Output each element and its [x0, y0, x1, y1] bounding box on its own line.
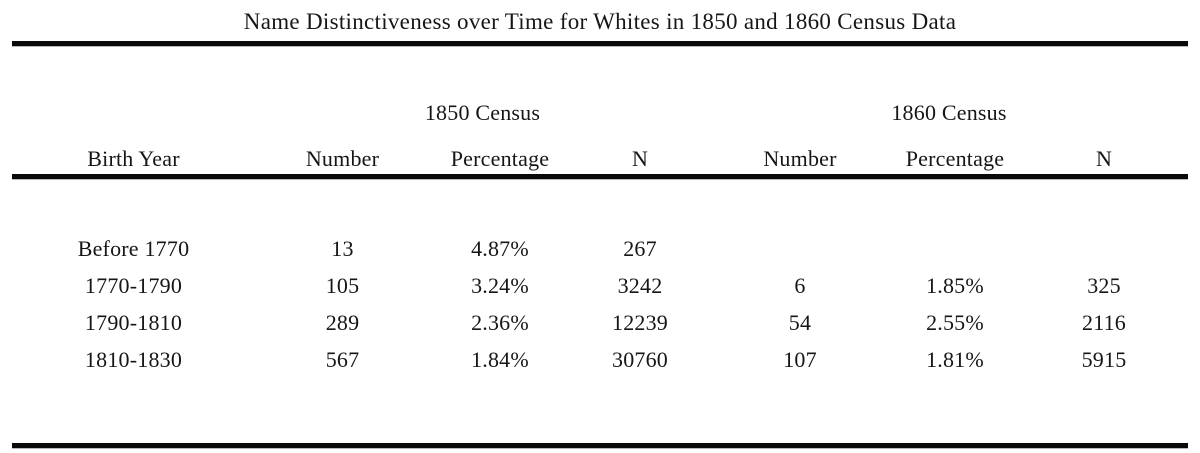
cell-1860-n	[1020, 179, 1188, 267]
cell-birth-year: 1790-1810	[84, 309, 183, 335]
bottom-rule	[12, 443, 1188, 448]
group-header-1850-census: 1850 Census	[424, 100, 541, 125]
cell-1860-number	[710, 179, 890, 267]
column-header-1860-percentage: Percentage	[905, 146, 1005, 171]
cell-1850-number: 567	[325, 346, 360, 372]
cell-1850-n: 267	[623, 235, 657, 261]
table-header: 1850 Census 1860 Census Birth Year Numbe…	[12, 46, 1188, 174]
cell-birth-year: Before 1770	[77, 235, 190, 261]
cell-1860-percentage	[890, 179, 1020, 267]
cell-1850-n: 3242	[617, 272, 663, 298]
table-row: 1790-1810 289 2.36% 12239 54 2.55% 2116	[12, 304, 1188, 341]
cell-birth-year: 1810-1830	[84, 346, 183, 372]
table-title: Name Distinctiveness over Time for White…	[243, 9, 957, 34]
cell-1860-percentage: 2.55%	[926, 309, 984, 335]
column-header-1850-n: N	[631, 146, 649, 171]
column-header-birth-year: Birth Year	[87, 146, 180, 171]
cell-1860-percentage: 1.81%	[926, 346, 984, 372]
cell-1850-percentage: 4.87%	[471, 235, 529, 261]
cell-1860-number: 6	[794, 272, 806, 298]
cell-1860-number: 54	[788, 309, 812, 335]
column-header-1860-number: Number	[763, 146, 837, 171]
column-header-1850-number: Number	[305, 146, 380, 171]
table-body: Before 1770 13 4.87% 267 1770-1790 105 3…	[12, 179, 1188, 378]
cell-1860-n: 5915	[1081, 346, 1127, 372]
column-header-1860-n: N	[1095, 146, 1113, 171]
cell-1850-number: 13	[331, 235, 354, 261]
cell-1860-number: 107	[783, 346, 817, 372]
column-header-1850-percentage: Percentage	[450, 146, 550, 171]
cell-1850-n: 30760	[612, 346, 668, 372]
column-header-row: Birth Year Number Percentage N Number Pe…	[12, 126, 1188, 174]
cell-1850-number: 105	[325, 272, 360, 298]
cell-1850-n: 12239	[612, 309, 668, 335]
table-row: 1770-1790 105 3.24% 3242 6 1.85% 325	[12, 267, 1188, 304]
cell-1860-percentage: 1.85%	[926, 272, 984, 298]
cell-birth-year: 1770-1790	[84, 272, 183, 298]
cell-1860-n: 325	[1087, 272, 1121, 298]
table-row: 1810-1830 567 1.84% 30760 107 1.81% 5915	[12, 341, 1188, 378]
group-header-row: 1850 Census 1860 Census	[12, 46, 1188, 126]
group-header-1860-census: 1860 Census	[891, 100, 1007, 125]
cell-1850-percentage: 2.36%	[471, 309, 529, 335]
cell-1860-n: 2116	[1082, 309, 1126, 335]
cell-1850-percentage: 1.84%	[471, 346, 529, 372]
cell-1850-number: 289	[325, 309, 360, 335]
header-rule	[12, 174, 1188, 179]
table-row: Before 1770 13 4.87% 267	[12, 179, 1188, 267]
group-header-spacer	[12, 46, 255, 126]
top-rule	[12, 41, 1188, 46]
cell-1850-percentage: 3.24%	[471, 272, 529, 298]
